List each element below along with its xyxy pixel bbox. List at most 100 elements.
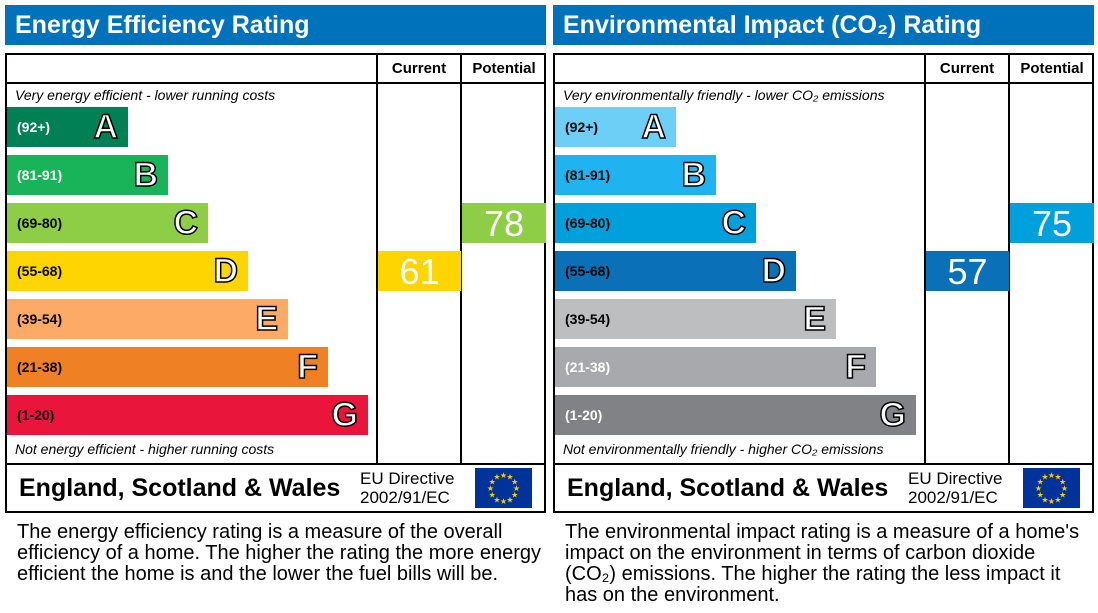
svg-text:★: ★ bbox=[1037, 491, 1044, 500]
svg-text:★: ★ bbox=[506, 473, 513, 482]
bottom-note: Not environmentally friendly - higher CO… bbox=[563, 441, 884, 457]
band-f: (21-38) F bbox=[555, 347, 876, 387]
band-c: (69-80) C bbox=[7, 203, 208, 243]
potential-column-header: Potential bbox=[472, 60, 536, 77]
band-range: (92+) bbox=[565, 119, 599, 135]
chart-title: Energy Efficiency Rating bbox=[5, 5, 546, 45]
svg-text:★: ★ bbox=[1048, 471, 1055, 480]
eu-directive-line2: 2002/91/EC bbox=[360, 488, 450, 507]
svg-text:★: ★ bbox=[1035, 484, 1042, 493]
band-range: (81-91) bbox=[565, 167, 611, 183]
band-range: (1-20) bbox=[17, 407, 55, 423]
current-column-header: Current bbox=[391, 60, 447, 77]
chart-title: Environmental Impact (CO₂) Rating bbox=[553, 5, 1094, 45]
svg-text:★: ★ bbox=[1061, 484, 1068, 493]
svg-text:★: ★ bbox=[500, 471, 507, 480]
svg-text:★: ★ bbox=[493, 473, 500, 482]
header-divider bbox=[5, 82, 546, 84]
eu-directive: EU Directive 2002/91/EC bbox=[360, 469, 454, 507]
band-g: (1-20) G bbox=[555, 395, 916, 435]
svg-text:★: ★ bbox=[1059, 491, 1066, 500]
eu-directive-line2: 2002/91/EC bbox=[908, 488, 998, 507]
band-range: (92+) bbox=[17, 119, 51, 135]
band-a: (92+) A bbox=[7, 107, 128, 147]
column-divider bbox=[924, 53, 926, 465]
band-d: (55-68) D bbox=[7, 251, 248, 291]
band-letter: B bbox=[681, 155, 707, 195]
band-c: (69-80) C bbox=[555, 203, 756, 243]
footer-divider bbox=[5, 463, 546, 465]
band-d: (55-68) D bbox=[555, 251, 796, 291]
svg-text:★: ★ bbox=[1054, 473, 1061, 482]
band-letter: F bbox=[296, 347, 318, 387]
band-e: (39-54) E bbox=[555, 299, 836, 339]
band-range: (55-68) bbox=[565, 263, 611, 279]
svg-text:★: ★ bbox=[1054, 495, 1061, 504]
eu-flag-icon: ★ ★ ★ ★ ★ ★ ★ ★ ★ ★ ★ ★ bbox=[475, 468, 532, 508]
eu-directive-line1: EU Directive bbox=[908, 469, 1003, 488]
band-letter: F bbox=[844, 347, 866, 387]
svg-text:★: ★ bbox=[487, 484, 494, 493]
eu-directive-line1: EU Directive bbox=[360, 469, 455, 488]
potential-column-header: Potential bbox=[1020, 60, 1084, 77]
column-divider bbox=[376, 53, 378, 465]
band-range: (1-20) bbox=[565, 407, 603, 423]
band-range: (69-80) bbox=[17, 215, 63, 231]
band-a: (92+) A bbox=[555, 107, 676, 147]
band-letter: A bbox=[93, 107, 119, 147]
country-label: England, Scotland & Wales bbox=[19, 474, 341, 502]
country-label: England, Scotland & Wales bbox=[567, 474, 889, 502]
svg-text:★: ★ bbox=[489, 491, 496, 500]
band-letter: E bbox=[255, 299, 279, 339]
band-range: (39-54) bbox=[17, 311, 63, 327]
band-range: (21-38) bbox=[17, 359, 63, 375]
svg-text:★: ★ bbox=[511, 491, 518, 500]
band-letter: D bbox=[213, 251, 239, 291]
band-range: (55-68) bbox=[17, 263, 63, 279]
band-letter: A bbox=[641, 107, 667, 147]
header-divider bbox=[553, 82, 1094, 84]
description: The environmental impact rating is a mea… bbox=[565, 521, 1080, 606]
band-b: (81-91) B bbox=[555, 155, 716, 195]
band-letter: B bbox=[133, 155, 159, 195]
band-range: (39-54) bbox=[565, 311, 611, 327]
band-g: (1-20) G bbox=[7, 395, 368, 435]
svg-text:★: ★ bbox=[513, 484, 520, 493]
band-range: (21-38) bbox=[565, 359, 611, 375]
band-letter: G bbox=[331, 395, 359, 435]
chart-frame bbox=[5, 53, 546, 513]
current-rating: 57 bbox=[926, 251, 1009, 292]
band-range: (69-80) bbox=[565, 215, 611, 231]
svg-text:★: ★ bbox=[506, 495, 513, 504]
bottom-note: Not energy efficient - higher running co… bbox=[15, 441, 275, 457]
current-column-header: Current bbox=[939, 60, 995, 77]
band-letter: C bbox=[721, 203, 747, 243]
band-letter: D bbox=[761, 251, 787, 291]
top-note: Very environmentally friendly - lower CO… bbox=[563, 87, 885, 103]
band-f: (21-38) F bbox=[7, 347, 328, 387]
band-letter: G bbox=[879, 395, 907, 435]
column-divider bbox=[1008, 53, 1010, 465]
potential-rating: 75 bbox=[1010, 203, 1094, 244]
footer-divider bbox=[553, 463, 1094, 465]
potential-rating: 78 bbox=[462, 203, 546, 244]
svg-text:★: ★ bbox=[1041, 495, 1048, 504]
svg-text:★: ★ bbox=[1048, 497, 1055, 506]
svg-text:★: ★ bbox=[1037, 478, 1044, 487]
svg-text:★: ★ bbox=[500, 497, 507, 506]
chart-frame bbox=[553, 53, 1094, 513]
svg-text:★: ★ bbox=[489, 478, 496, 487]
column-divider bbox=[460, 53, 462, 465]
band-b: (81-91) B bbox=[7, 155, 168, 195]
svg-text:★: ★ bbox=[1059, 478, 1066, 487]
band-e: (39-54) E bbox=[7, 299, 288, 339]
svg-text:★: ★ bbox=[511, 478, 518, 487]
environmental-impact-panel: Environmental Impact (CO₂) Rating Current… bbox=[553, 0, 1095, 613]
svg-text:★: ★ bbox=[493, 495, 500, 504]
top-note: Very energy efficient - lower running co… bbox=[15, 87, 276, 103]
band-letter: E bbox=[803, 299, 827, 339]
energy-efficiency-panel: Energy Efficiency Rating Current Potential… bbox=[5, 0, 547, 613]
band-letter: C bbox=[173, 203, 199, 243]
eu-flag-icon: ★ ★ ★ ★ ★ ★ ★ ★ ★ ★ ★ ★ bbox=[1023, 468, 1080, 508]
description: The energy efficiency rating is a measur… bbox=[17, 521, 542, 585]
